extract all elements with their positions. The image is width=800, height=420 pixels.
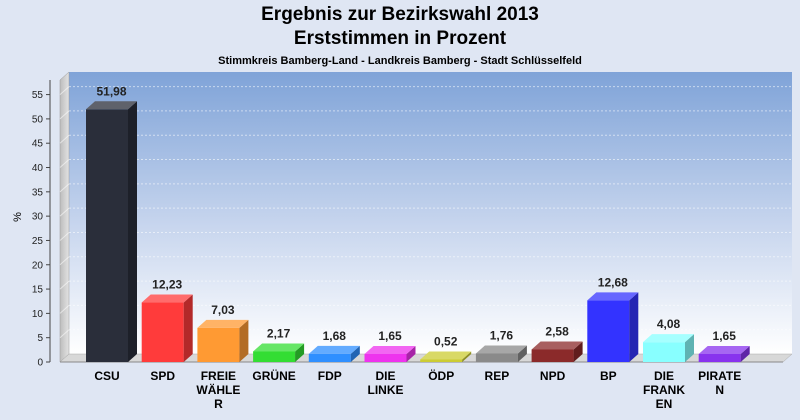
data-label: 4,08	[657, 317, 681, 331]
gridline-side	[59, 183, 70, 193]
chart-subtitle: Erststimmen in Prozent	[293, 28, 507, 49]
bar-front	[253, 351, 296, 362]
bar-side	[295, 343, 305, 362]
gridline-side	[59, 232, 70, 241]
data-label: 7,03	[211, 303, 235, 317]
bar-front	[308, 353, 351, 362]
x-tick-label: ÖDP	[428, 368, 454, 383]
gridline-side	[59, 329, 70, 339]
bar-side	[350, 345, 360, 362]
x-tick-label: EN	[656, 397, 673, 411]
gridline-side	[59, 86, 70, 95]
bar-front	[643, 342, 685, 362]
bar-front	[364, 353, 407, 362]
bar-front	[475, 353, 518, 362]
x-tick-label: R	[214, 397, 223, 411]
y-tick-label: 25	[32, 236, 44, 247]
x-tick-label: PIRATE	[698, 369, 741, 383]
y-tick-label: 55	[32, 90, 44, 101]
data-label: 1,65	[378, 329, 402, 343]
x-tick-label: FRANK	[643, 383, 685, 397]
chart-title: Ergebnis zur Bezirkswahl 2013	[261, 4, 539, 25]
bar-top	[141, 294, 193, 303]
bar-top	[308, 345, 360, 354]
bar-side	[685, 334, 694, 362]
x-tick-label: GRÜNE	[252, 368, 295, 383]
y-tick-label: 45	[32, 139, 44, 150]
x-tick-label: NPD	[540, 369, 566, 383]
bar-side	[740, 345, 750, 362]
bar-side	[406, 345, 416, 362]
y-tick-label: 20	[32, 260, 44, 271]
bar-top	[698, 345, 750, 354]
bar-side	[239, 319, 249, 362]
x-tick-label: FDP	[318, 369, 342, 383]
data-label: 1,76	[490, 328, 514, 342]
bar-top	[420, 351, 472, 360]
x-tick-label: CSU	[94, 369, 119, 383]
y-tick-label: 10	[32, 309, 44, 320]
bar-top	[475, 345, 527, 354]
bar-front	[86, 109, 128, 362]
data-label: 2,58	[545, 324, 569, 338]
y-tick-label: 5	[37, 333, 43, 344]
data-label: 1,68	[323, 329, 347, 343]
bar-front	[587, 300, 630, 362]
bar-top	[197, 319, 249, 328]
bar-side	[573, 341, 583, 362]
bar-side	[629, 292, 639, 362]
bar-top	[531, 341, 583, 350]
x-tick-label: REP	[485, 369, 510, 383]
bar-front	[197, 327, 240, 362]
bar-top	[364, 345, 416, 354]
x-tick-label: DIE	[654, 369, 674, 383]
y-tick-label: 50	[32, 114, 44, 125]
y-tick-label: 40	[32, 163, 44, 174]
bar-top	[253, 343, 305, 352]
bar-top	[86, 101, 137, 110]
y-tick-label: 30	[32, 212, 44, 223]
bar-top	[643, 334, 694, 343]
bar-side	[128, 101, 137, 362]
bar-front	[698, 353, 741, 362]
x-tick-label: FREIE	[201, 369, 236, 383]
bar-front	[141, 302, 184, 362]
bar-side	[183, 294, 193, 362]
data-label: 51,98	[96, 84, 126, 98]
gridline-side	[59, 305, 70, 314]
gridline-side	[59, 159, 70, 168]
x-tick-label: LINKE	[368, 383, 404, 397]
gridline-side	[59, 207, 70, 217]
x-tick-label: N	[715, 383, 724, 397]
x-tick-label: DIE	[375, 369, 395, 383]
data-label: 0,52	[434, 334, 458, 348]
gridline-side	[59, 256, 70, 266]
gridline-side	[59, 110, 70, 120]
data-label: 2,17	[267, 326, 291, 340]
bar-front	[531, 349, 574, 362]
data-label: 12,23	[152, 278, 182, 292]
bar-side	[462, 351, 472, 362]
y-tick-label: 0	[37, 358, 43, 369]
chart-region-subtitle: Stimmkreis Bamberg-Land - Landkreis Bamb…	[218, 55, 582, 67]
bar-front	[420, 359, 463, 362]
y-tick-label: 35	[32, 187, 44, 198]
x-tick-label: SPD	[150, 369, 175, 383]
y-axis-label: %	[12, 212, 24, 222]
bar-top	[587, 292, 639, 301]
gridline-side	[59, 280, 70, 290]
gridline-side	[59, 134, 70, 144]
y-tick-label: 15	[32, 285, 44, 296]
x-tick-label: WÄHLE	[196, 382, 240, 397]
bar-side	[517, 345, 527, 362]
data-label: 12,68	[598, 275, 628, 289]
data-label: 1,65	[713, 329, 737, 343]
x-tick-label: BP	[600, 369, 617, 383]
